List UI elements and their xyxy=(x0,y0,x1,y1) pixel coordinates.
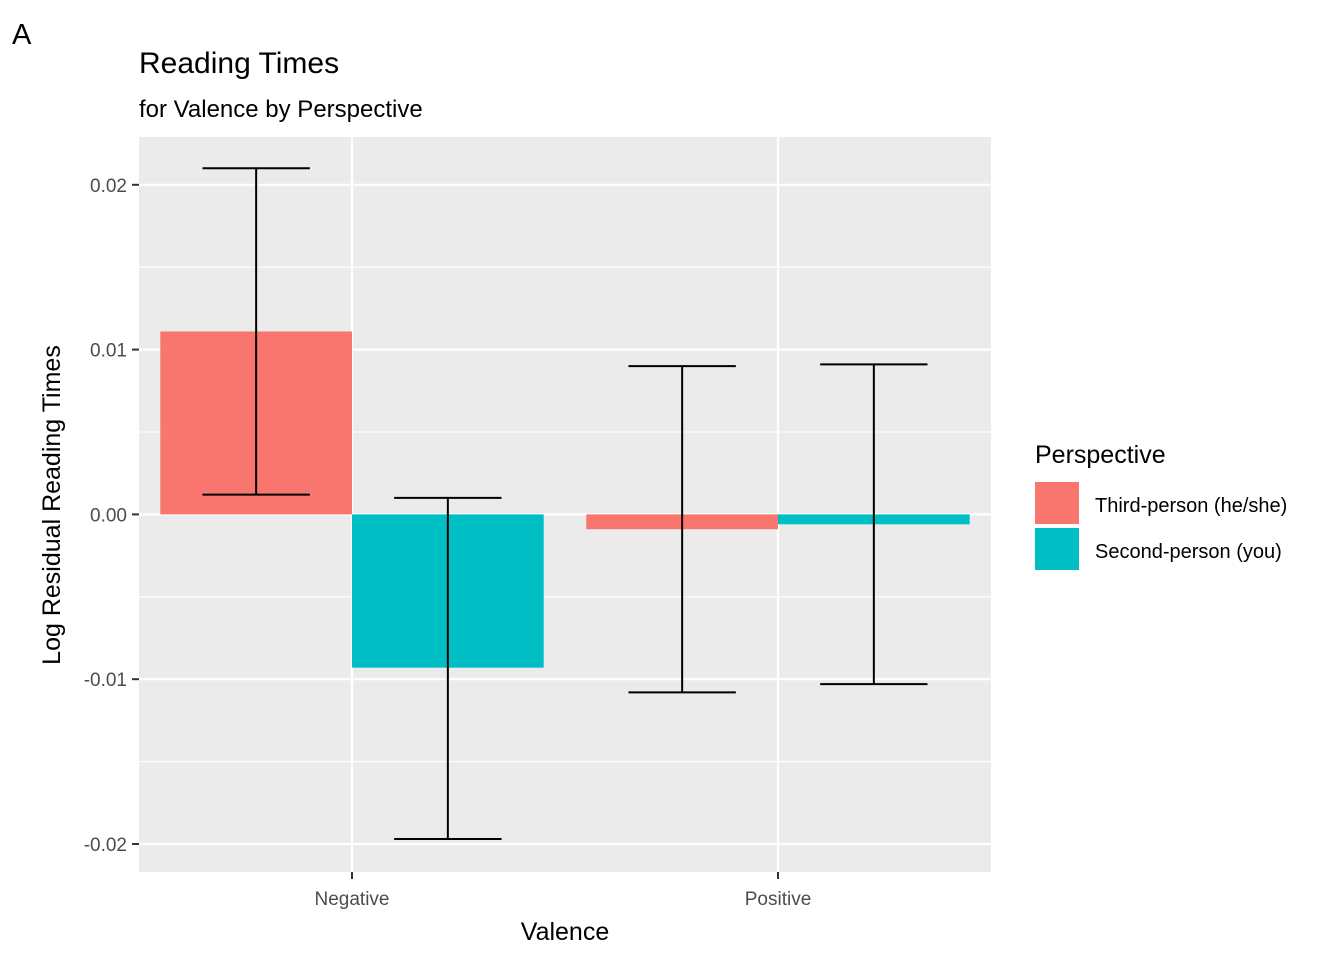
y-tick-label: 0.00 xyxy=(90,505,127,526)
chart-title: Reading Times xyxy=(139,47,339,80)
legend-key xyxy=(1035,528,1079,570)
chart-subtitle: for Valence by Perspective xyxy=(139,96,423,123)
legend-key xyxy=(1035,482,1079,524)
errorbar-layer xyxy=(202,167,928,841)
x-axis-title: Valence xyxy=(521,918,610,946)
y-tick-label: -0.01 xyxy=(84,670,127,691)
legend-items: Third-person (he/she) Second-person (you) xyxy=(1035,482,1287,570)
legend-label: Third-person (he/she) xyxy=(1095,495,1287,517)
legend: Perspective Third-person (he/she) Second-… xyxy=(1035,441,1287,570)
x-axis: Negative Positive xyxy=(315,872,812,910)
legend-title: Perspective xyxy=(1035,441,1166,469)
y-tick-label: -0.02 xyxy=(84,835,127,856)
y-axis: -0.02 -0.01 0.00 0.01 0.02 xyxy=(84,176,139,856)
y-axis-title: Log Residual Reading Times xyxy=(38,345,66,665)
y-tick-label: 0.01 xyxy=(90,341,127,362)
x-tick-label: Negative xyxy=(315,889,390,910)
panel-label: A xyxy=(12,19,32,51)
x-tick-label: Positive xyxy=(745,889,812,910)
y-tick-label: 0.02 xyxy=(90,176,127,197)
legend-label: Second-person (you) xyxy=(1095,541,1282,563)
